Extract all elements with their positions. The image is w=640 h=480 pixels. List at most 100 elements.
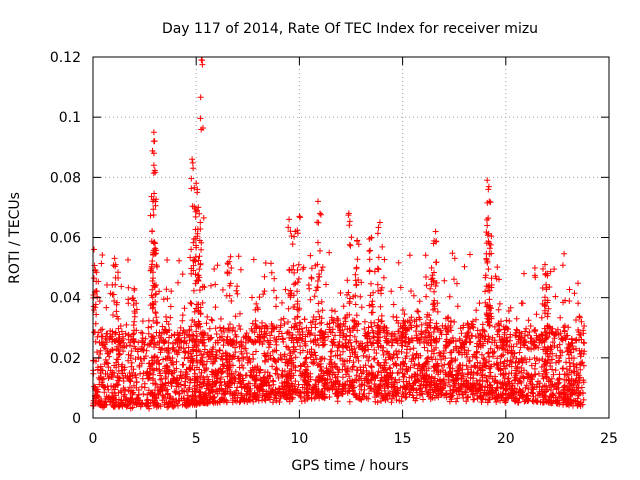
data-point [512, 360, 519, 366]
data-point [327, 329, 334, 336]
data-point [423, 274, 429, 280]
data-point [123, 321, 130, 328]
data-point [494, 344, 501, 351]
data-point [155, 391, 162, 398]
data-point [233, 287, 240, 294]
data-point [434, 386, 441, 393]
data-point [318, 315, 325, 322]
data-point [116, 351, 123, 358]
data-point [453, 398, 459, 405]
data-point [182, 378, 189, 385]
data-point [381, 323, 388, 330]
data-point [409, 337, 416, 344]
data-point [558, 395, 565, 402]
data-point [214, 339, 221, 346]
y-tick-label: 0.06 [50, 231, 81, 247]
data-point [147, 340, 154, 347]
data-point [553, 359, 559, 366]
data-point [137, 403, 144, 410]
data-point [484, 338, 491, 345]
data-point [251, 337, 258, 344]
data-point [255, 397, 262, 404]
data-point [133, 327, 140, 334]
data-point [378, 343, 384, 350]
data-point [197, 358, 204, 365]
data-point [214, 375, 221, 382]
data-point [409, 385, 416, 391]
data-point [575, 327, 582, 333]
data-point [317, 247, 323, 254]
data-point [238, 362, 245, 369]
data-point [149, 286, 156, 293]
data-point [189, 337, 196, 344]
data-point [181, 305, 188, 312]
data-point [568, 399, 575, 406]
data-point [292, 354, 299, 361]
data-point [282, 286, 289, 293]
data-point [327, 356, 334, 363]
data-point [297, 332, 304, 338]
data-point [286, 356, 293, 363]
data-point [307, 376, 314, 383]
data-point [493, 387, 500, 394]
data-point [167, 314, 174, 321]
data-point [511, 397, 518, 404]
data-point [135, 387, 142, 393]
data-point [94, 293, 101, 300]
data-point [501, 363, 507, 370]
data-point [353, 394, 359, 401]
data-point [115, 361, 122, 368]
data-point [468, 321, 475, 328]
data-point [129, 404, 136, 411]
data-point [488, 250, 495, 257]
data-point [297, 390, 304, 397]
data-point [326, 360, 333, 367]
data-point [205, 336, 212, 343]
data-point [194, 399, 201, 406]
data-point [109, 338, 116, 345]
data-point [337, 332, 343, 339]
data-point [357, 293, 364, 300]
data-point [573, 372, 580, 379]
data-point [101, 389, 108, 396]
data-point [460, 381, 467, 388]
data-point [180, 339, 187, 346]
data-point [427, 285, 434, 292]
data-point [335, 383, 342, 390]
data-point [501, 331, 508, 338]
data-point [173, 348, 180, 355]
data-point [506, 318, 513, 324]
data-point [377, 303, 384, 310]
data-point [184, 392, 191, 399]
data-point [442, 369, 449, 376]
data-point [179, 271, 186, 278]
data-point [467, 251, 473, 258]
data-point [330, 339, 337, 346]
data-point [507, 331, 514, 338]
data-point [253, 324, 260, 331]
data-point [423, 293, 430, 300]
data-point [388, 342, 395, 349]
data-point [341, 363, 348, 370]
data-point [495, 306, 502, 313]
data-point [391, 383, 398, 390]
data-point [491, 379, 498, 386]
data-point [451, 378, 458, 385]
data-point [306, 382, 313, 389]
data-point [315, 239, 321, 246]
data-point [213, 379, 220, 386]
data-point [484, 259, 491, 266]
data-point [213, 388, 219, 395]
data-point [574, 379, 581, 386]
data-point [180, 361, 187, 368]
data-point [185, 350, 192, 357]
data-point [294, 230, 301, 237]
data-point [532, 360, 539, 367]
data-point [92, 387, 99, 394]
data-point [273, 336, 280, 343]
data-point [367, 376, 374, 383]
data-point [500, 343, 507, 349]
data-point [538, 386, 545, 393]
data-point [268, 269, 275, 276]
data-point [366, 353, 373, 360]
